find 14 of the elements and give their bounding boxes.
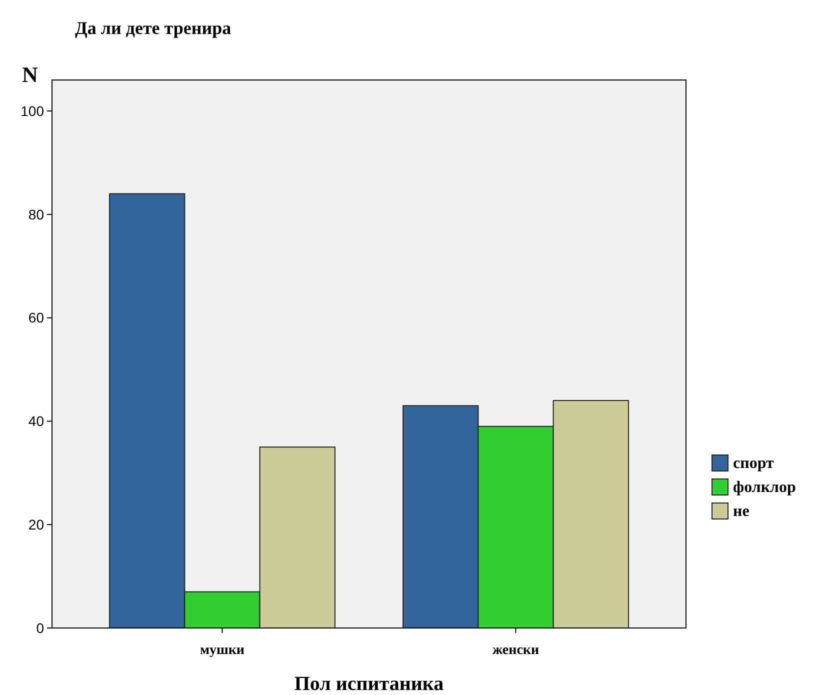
- y-tick-label: 0: [36, 620, 44, 636]
- chart-title: Да ли дете тренира: [75, 18, 232, 38]
- x-axis-title: Пол испитаника: [294, 673, 444, 695]
- legend-label: спорт: [733, 455, 774, 472]
- y-axis-title: N: [22, 62, 38, 87]
- y-tick-label: 20: [28, 516, 44, 533]
- y-tick-label: 40: [28, 413, 44, 430]
- legend-label: не: [733, 503, 750, 520]
- y-tick-label: 60: [28, 310, 44, 326]
- y-tick-label: 100: [20, 102, 44, 119]
- y-tick-label: 80: [28, 206, 44, 222]
- legend-label: фолклор: [733, 479, 796, 496]
- x-tick-label: женски: [492, 643, 540, 658]
- x-tick-label: мушки: [200, 643, 244, 658]
